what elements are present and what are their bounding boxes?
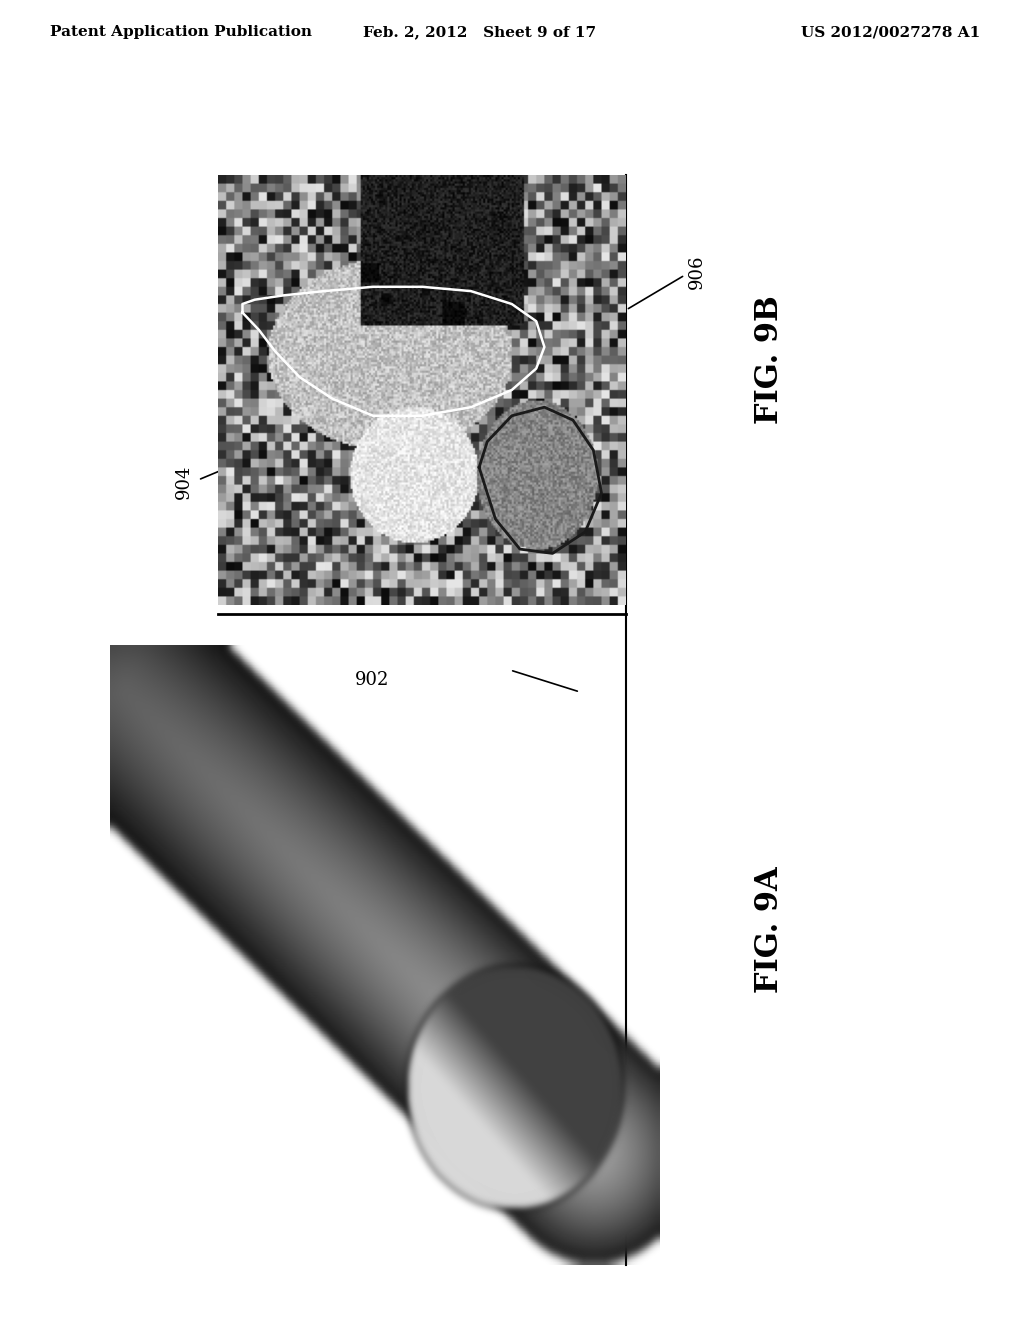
Text: 906: 906 [688, 255, 706, 289]
Text: US 2012/0027278 A1: US 2012/0027278 A1 [801, 25, 980, 40]
Text: 900: 900 [148, 791, 166, 825]
Text: FIG. 9B: FIG. 9B [755, 296, 785, 424]
Text: 902: 902 [355, 671, 389, 689]
Text: FIG. 9A: FIG. 9A [755, 867, 785, 994]
Text: Feb. 2, 2012   Sheet 9 of 17: Feb. 2, 2012 Sheet 9 of 17 [364, 25, 597, 40]
Text: 904: 904 [175, 465, 193, 499]
Text: Patent Application Publication: Patent Application Publication [50, 25, 312, 40]
